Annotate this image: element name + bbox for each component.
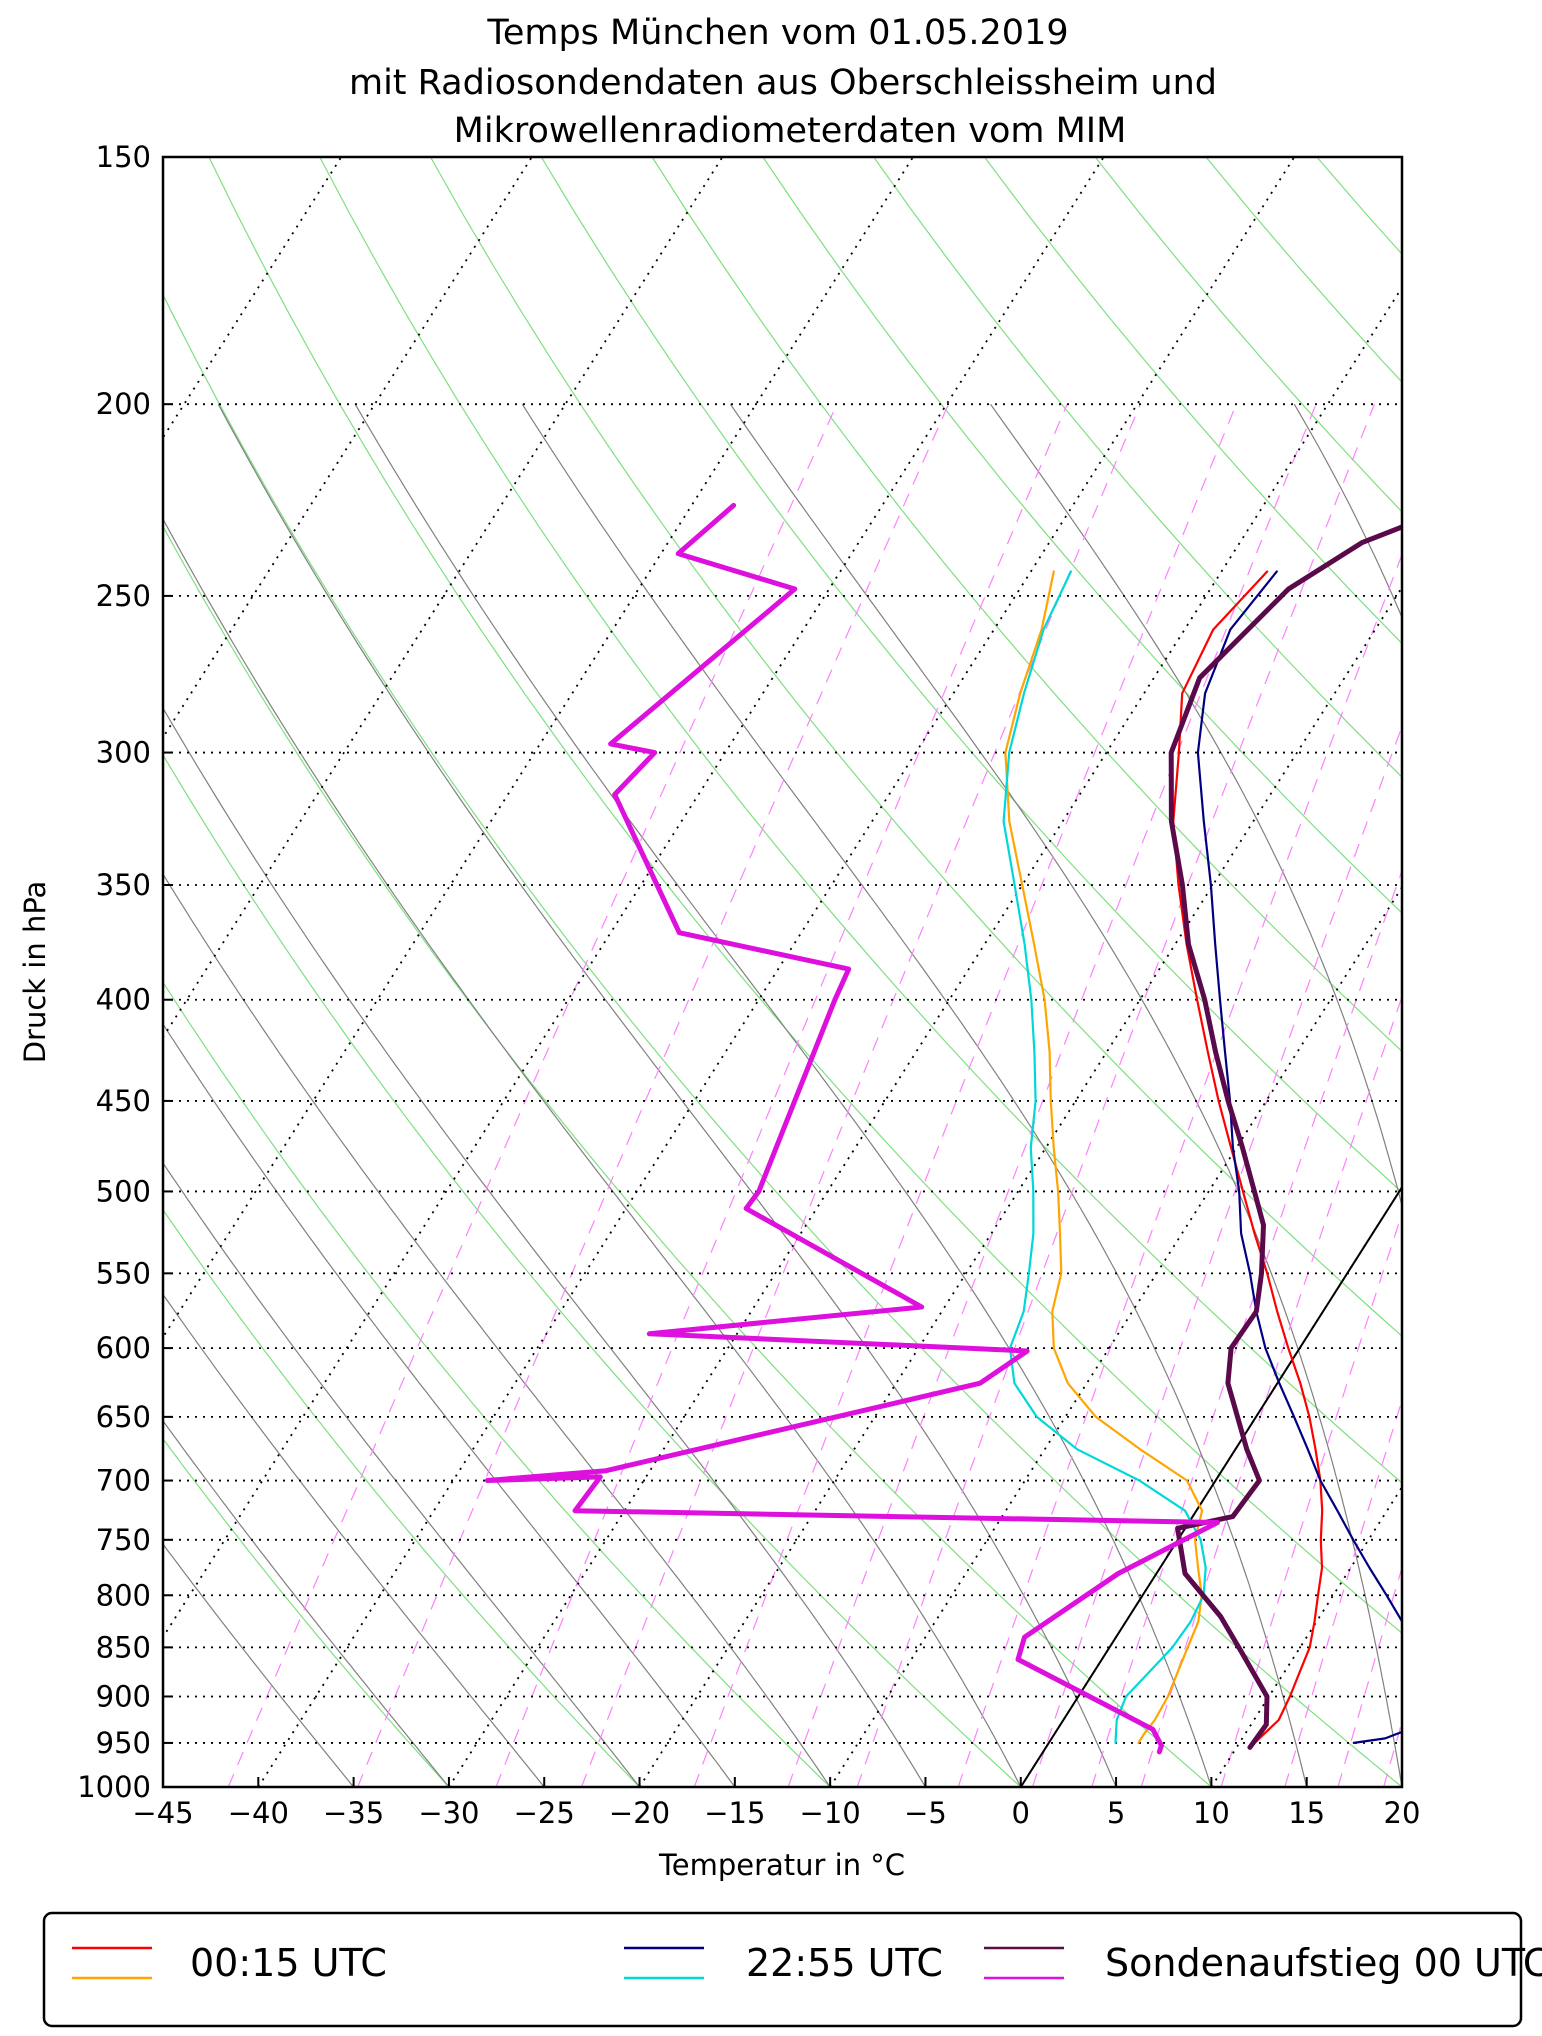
y-axis-label: Druck in hPa — [18, 881, 52, 1064]
x-tick-label: 5 — [1107, 1796, 1125, 1830]
chart-title-line-1: Temps München vom 01.05.2019 — [486, 13, 1068, 53]
x-tick-label: 10 — [1193, 1796, 1230, 1830]
y-tick-label: 900 — [96, 1679, 151, 1713]
x-tick-label: −30 — [418, 1796, 479, 1830]
y-tick-label: 550 — [96, 1256, 151, 1290]
x-tick-label: −10 — [800, 1796, 861, 1830]
x-tick-label: −15 — [704, 1796, 765, 1830]
x-tick-label: −40 — [228, 1796, 289, 1830]
x-tick-label: −45 — [132, 1796, 193, 1830]
y-tick-label: 850 — [96, 1630, 151, 1664]
chart-title-line-3: Mikrowellenradiometerdaten vom MIM — [454, 111, 1127, 151]
y-tick-label: 350 — [96, 868, 151, 902]
x-tick-label: 15 — [1288, 1796, 1325, 1830]
x-tick-label: −5 — [904, 1796, 947, 1830]
y-tick-label: 200 — [96, 387, 151, 421]
y-tick-label: 650 — [96, 1400, 151, 1434]
y-tick-label: 450 — [96, 1084, 151, 1118]
y-tick-label: 950 — [96, 1726, 151, 1760]
y-tick-label: 700 — [96, 1464, 151, 1498]
legend-label: 22:55 UTC — [746, 1941, 943, 1985]
x-tick-label: 0 — [1012, 1796, 1030, 1830]
y-tick-label: 800 — [96, 1578, 151, 1612]
y-tick-label: 750 — [96, 1523, 151, 1557]
legend-label: Sondenaufstieg 00 UTC — [1105, 1941, 1542, 1985]
y-tick-label: 150 — [96, 140, 151, 174]
legend: 00:15 UTC 22:55 UTC Sondenaufstieg 00 UTC — [44, 1913, 1542, 2026]
y-tick-label: 250 — [96, 579, 151, 613]
x-axis-label: Temperatur in °C — [658, 1848, 905, 1882]
x-tick-label: −20 — [609, 1796, 670, 1830]
x-tick-label: −25 — [514, 1796, 575, 1830]
legend-label: 00:15 UTC — [190, 1941, 387, 1985]
x-tick-label: 20 — [1384, 1796, 1421, 1830]
y-tick-label: 400 — [96, 983, 151, 1017]
y-tick-label: 500 — [96, 1174, 151, 1208]
chart-title-line-2: mit Radiosondendaten aus Oberschleisshei… — [349, 63, 1217, 103]
y-tick-label: 600 — [96, 1331, 151, 1365]
x-tick-label: −35 — [323, 1796, 384, 1830]
y-tick-label: 300 — [96, 736, 151, 770]
